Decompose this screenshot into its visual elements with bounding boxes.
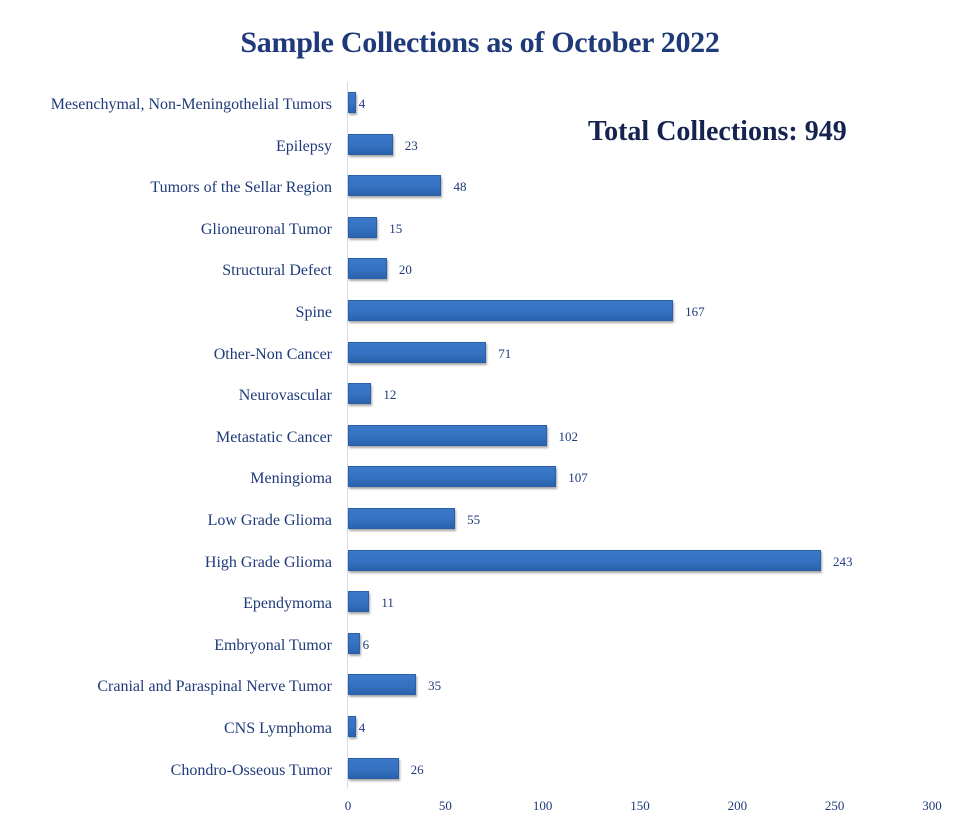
x-tick-label: 300 xyxy=(922,798,942,813)
category-label: Glioneuronal Tumor xyxy=(200,220,332,238)
data-label: 15 xyxy=(389,220,403,236)
bar-row: Embryonal Tumor 6 xyxy=(0,632,960,663)
data-label: 26 xyxy=(410,761,424,777)
bar-row: Other-Non Cancer 71 xyxy=(0,341,960,372)
bar-row: Glioneuronal Tumor 15 xyxy=(0,216,960,247)
bar xyxy=(348,92,356,113)
category-label: High Grade Glioma xyxy=(204,553,332,571)
bar-row: High Grade Glioma 243 xyxy=(0,549,960,580)
data-label: 4 xyxy=(358,720,366,735)
category-label: Epilepsy xyxy=(276,137,332,155)
bar-row: Low Grade Glioma 55 xyxy=(0,508,960,538)
x-tick-label: 250 xyxy=(824,798,845,813)
bar xyxy=(348,175,442,197)
bar xyxy=(348,716,356,737)
data-label: 71 xyxy=(498,345,512,361)
bar xyxy=(348,133,393,155)
bar-row: Tumors of the Sellar Region 48 xyxy=(0,175,960,205)
category-label: Mesenchymal, Non-Meningothelial Tumors xyxy=(50,96,332,113)
bar xyxy=(348,341,487,363)
category-label: Spine xyxy=(295,304,332,321)
category-label: Cranial and Paraspinal Nerve Tumor xyxy=(97,678,332,696)
bar-row: Cranial and Paraspinal Nerve Tumor 35 xyxy=(0,674,960,704)
category-label: Other-Non Cancer xyxy=(213,345,332,363)
category-label: Embryonal Tumor xyxy=(214,636,332,654)
bar xyxy=(348,632,360,654)
x-tick-label: 0 xyxy=(344,798,352,813)
data-label: 55 xyxy=(467,512,481,527)
bar-row: Metastatic Cancer 102 xyxy=(0,424,960,455)
bar-row: Chondro-Osseous Tumor 26 xyxy=(0,757,960,788)
category-label: Meningioma xyxy=(250,470,332,488)
data-label: 107 xyxy=(568,470,588,486)
x-tick-label: 200 xyxy=(727,798,748,813)
y-axis-line xyxy=(347,82,348,788)
category-label: Ependymoma xyxy=(243,595,332,613)
category-label: Tumors of the Sellar Region xyxy=(150,179,332,197)
bar xyxy=(348,549,822,571)
data-label: 48 xyxy=(453,179,467,195)
data-label: 23 xyxy=(404,137,418,153)
category-label: Chondro-Osseous Tumor xyxy=(170,761,332,779)
data-label: 20 xyxy=(398,262,412,278)
data-label: 243 xyxy=(833,553,853,569)
data-label: 12 xyxy=(383,387,397,403)
x-tick-label: 50 xyxy=(438,798,452,813)
bar xyxy=(348,757,399,779)
total-collections-annotation: Total Collections: 949 xyxy=(588,116,847,147)
bar-row: Neurovascular 12 xyxy=(0,383,960,413)
bar-row: Epilepsy 23 xyxy=(0,133,960,164)
bar-row: Spine 167 xyxy=(0,300,960,330)
category-label: CNS Lymphoma xyxy=(223,720,332,737)
bar xyxy=(348,258,387,280)
bar-row: Structural Defect 20 xyxy=(0,258,960,288)
category-label: Metastatic Cancer xyxy=(216,428,332,446)
data-label: 35 xyxy=(428,678,442,694)
bar xyxy=(348,300,674,321)
bar-row: Meningioma 107 xyxy=(0,466,960,496)
bar-row: CNS Lymphoma 4 xyxy=(0,716,960,746)
data-label: 6 xyxy=(362,636,370,652)
bar xyxy=(348,424,547,446)
bar xyxy=(348,508,456,529)
data-label: 167 xyxy=(685,304,705,319)
bar-row: Mesenchymal, Non-Meningothelial Tumors 4 xyxy=(0,92,960,122)
bar xyxy=(348,591,370,613)
data-label: 11 xyxy=(381,595,394,611)
bar xyxy=(348,674,417,696)
category-label: Low Grade Glioma xyxy=(207,512,332,529)
x-tick-label: 150 xyxy=(630,798,650,813)
bar xyxy=(348,383,372,405)
bar xyxy=(348,466,557,488)
data-label: 102 xyxy=(558,428,579,444)
chart-title: Sample Collections as of October 2022 xyxy=(240,26,720,59)
bar-row: Ependymoma 11 xyxy=(0,591,960,621)
data-label: 4 xyxy=(358,96,366,111)
x-tick-label: 100 xyxy=(532,798,553,813)
bar xyxy=(348,216,378,238)
category-label: Structural Defect xyxy=(222,262,332,280)
category-label: Neurovascular xyxy=(238,387,332,405)
